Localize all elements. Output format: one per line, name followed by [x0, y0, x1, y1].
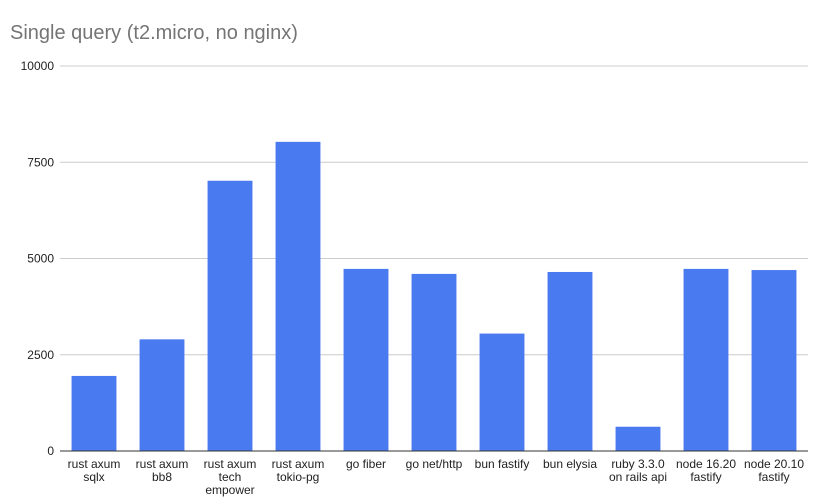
- bar: [207, 180, 253, 452]
- y-tick-label: 0: [47, 444, 54, 458]
- bar: [411, 273, 457, 451]
- bar: [751, 270, 797, 451]
- x-category-label: rust axum tech empower: [204, 457, 257, 497]
- x-category-label: rust axum tokio-pg: [272, 457, 325, 484]
- y-tick-label: 2500: [27, 348, 54, 362]
- x-category-label: node 16.20 fastify: [676, 457, 736, 484]
- bar: [275, 141, 321, 451]
- bar: [71, 375, 117, 451]
- bar: [683, 268, 729, 451]
- bar: [343, 268, 389, 451]
- labels: 0 2500 5000 7500 10000 rust axum sqlx rust axum…: [21, 59, 805, 497]
- x-category-label: go net/http: [406, 457, 463, 471]
- y-tick-label: 7500: [27, 155, 54, 169]
- x-category-label: ruby 3.3.0 on rails api: [609, 457, 667, 484]
- y-tick-label: 10000: [21, 59, 55, 73]
- x-category-label: go fiber: [346, 457, 386, 471]
- bar: [547, 271, 593, 451]
- x-category-label: bun fastify: [475, 457, 530, 471]
- bar: [615, 426, 661, 451]
- x-category-label: rust axum sqlx: [68, 457, 121, 484]
- bar: [139, 339, 185, 451]
- x-category-label: node 20.10 fastify: [744, 457, 804, 484]
- bar: [479, 333, 525, 451]
- chart-title: Single query (t2.micro, no nginx): [10, 22, 298, 44]
- x-category-label: bun elysia: [543, 457, 597, 471]
- bars: [71, 141, 797, 452]
- y-tick-label: 5000: [27, 252, 54, 266]
- x-category-label: rust axum bb8: [136, 457, 189, 484]
